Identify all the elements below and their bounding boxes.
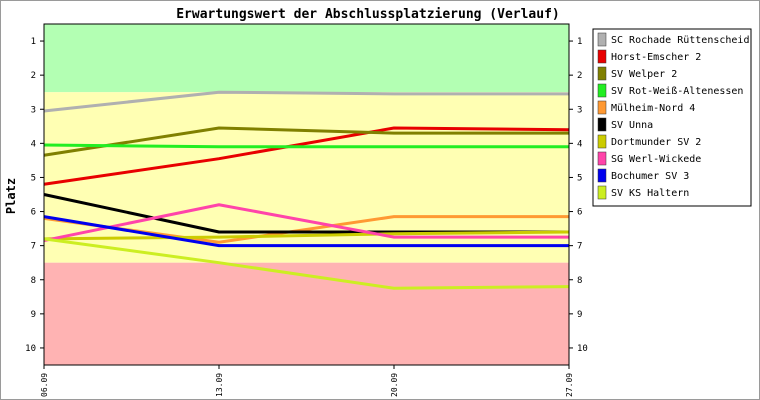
y-tick-label-right: 2 (577, 71, 582, 81)
legend-swatch-0 (597, 32, 607, 47)
legend-label-9: SV KS Haltern (611, 188, 689, 199)
y-tick-label: 5 (31, 173, 36, 183)
legend-swatch-4 (597, 100, 607, 115)
y-tick-label-right: 7 (577, 242, 582, 252)
series-line-6 (43, 230, 570, 241)
y-tick-label: 7 (31, 242, 36, 252)
legend-label-3: SV Rot-Weiß-Altenessen (611, 86, 743, 97)
chart-title: Erwartungswert der Abschlussplatzierung … (176, 7, 560, 22)
y-axis-label: Platz (4, 178, 18, 214)
series-line-9 (43, 237, 570, 290)
legend-label-6: Dortmunder SV 2 (611, 137, 701, 148)
legend-swatch-9 (597, 185, 607, 200)
series-line-3 (43, 143, 569, 149)
y-tick-label-right: 9 (577, 310, 582, 320)
y-tick-label: 4 (31, 139, 36, 149)
y-tick-label-right: 6 (577, 208, 582, 218)
legend-label-0: SC Rochade Rüttenscheid (611, 35, 749, 46)
y-tick-label: 3 (31, 105, 36, 115)
y-tick-label: 10 (25, 344, 36, 354)
y-tick-label-right: 3 (577, 105, 582, 115)
legend-swatch-7 (597, 151, 607, 166)
series-line-8 (43, 215, 569, 248)
x-tick-label: 27.09 (565, 373, 574, 397)
legend-box (592, 28, 752, 207)
series-line-0 (43, 90, 569, 113)
series-line-2 (43, 126, 569, 157)
legend-swatch-1 (597, 49, 607, 64)
legend-swatch-2 (597, 66, 607, 81)
legend-swatch-5 (597, 117, 607, 132)
x-tick-label: 13.09 (215, 373, 224, 397)
y-tick-label-right: 8 (577, 276, 582, 286)
y-tick-label-right: 5 (577, 173, 582, 183)
y-tick-label: 9 (31, 310, 36, 320)
x-tick-label: 20.09 (390, 373, 399, 397)
legend-swatch-8 (597, 168, 607, 183)
zone-band-0 (44, 24, 569, 93)
y-tick-label: 8 (31, 276, 36, 286)
legend: SC Rochade Rüttenscheid Horst-Emscher 2 SV… (592, 28, 752, 207)
legend-label-5: SV Unna (611, 120, 653, 131)
legend-label-8: Bochumer SV 3 (611, 171, 689, 182)
y-tick-label: 1 (31, 37, 36, 47)
legend-label-2: SV Welper 2 (611, 69, 677, 80)
series-line-7 (43, 203, 569, 243)
zone-band-2 (44, 262, 569, 365)
y-tick-label-right: 4 (577, 139, 582, 149)
legend-swatch-6 (597, 134, 607, 149)
y-tick-label: 2 (31, 71, 36, 81)
plot-border (43, 23, 570, 366)
y-tick-label-right: 10 (577, 344, 588, 354)
legend-label-7: SG Werl-Wickede (611, 154, 701, 165)
series-line-1 (43, 126, 570, 186)
y-tick-label-right: 1 (577, 37, 582, 47)
y-tick-label: 6 (31, 208, 36, 218)
legend-label-4: Mülheim-Nord 4 (611, 103, 695, 114)
x-tick-label: 06.09 (40, 373, 49, 397)
legend-label-1: Horst-Emscher 2 (611, 52, 701, 63)
legend-swatch-3 (597, 83, 607, 98)
